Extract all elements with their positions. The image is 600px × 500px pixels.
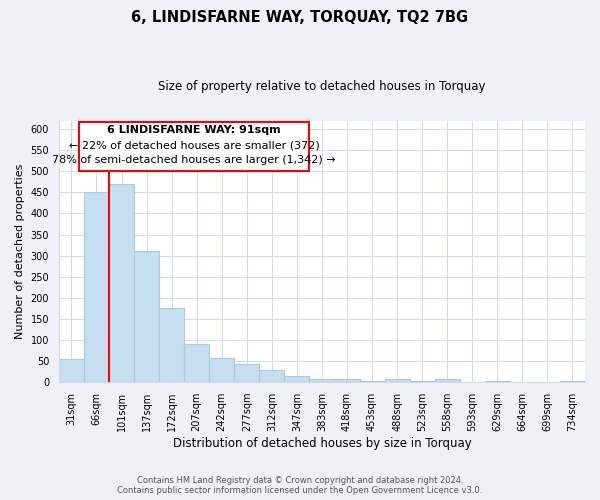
- FancyBboxPatch shape: [79, 122, 310, 171]
- Bar: [334, 379, 359, 382]
- Bar: [159, 308, 184, 382]
- Bar: [134, 252, 159, 382]
- Text: 78% of semi-detached houses are larger (1,342) →: 78% of semi-detached houses are larger (…: [52, 155, 336, 165]
- Bar: [59, 359, 84, 382]
- Bar: [434, 379, 460, 382]
- Text: Contains HM Land Registry data © Crown copyright and database right 2024.
Contai: Contains HM Land Registry data © Crown c…: [118, 476, 482, 495]
- Bar: [284, 376, 310, 382]
- Text: ← 22% of detached houses are smaller (372): ← 22% of detached houses are smaller (37…: [69, 140, 320, 150]
- Y-axis label: Number of detached properties: Number of detached properties: [15, 164, 25, 339]
- Bar: [385, 379, 410, 382]
- Bar: [184, 344, 209, 382]
- X-axis label: Distribution of detached houses by size in Torquay: Distribution of detached houses by size …: [173, 437, 472, 450]
- Bar: [259, 370, 284, 382]
- Text: 6, LINDISFARNE WAY, TORQUAY, TQ2 7BG: 6, LINDISFARNE WAY, TORQUAY, TQ2 7BG: [131, 10, 469, 25]
- Bar: [209, 358, 234, 382]
- Title: Size of property relative to detached houses in Torquay: Size of property relative to detached ho…: [158, 80, 486, 93]
- Text: 6 LINDISFARNE WAY: 91sqm: 6 LINDISFARNE WAY: 91sqm: [107, 126, 281, 136]
- Bar: [234, 364, 259, 382]
- Bar: [310, 380, 334, 382]
- Bar: [84, 192, 109, 382]
- Bar: [109, 184, 134, 382]
